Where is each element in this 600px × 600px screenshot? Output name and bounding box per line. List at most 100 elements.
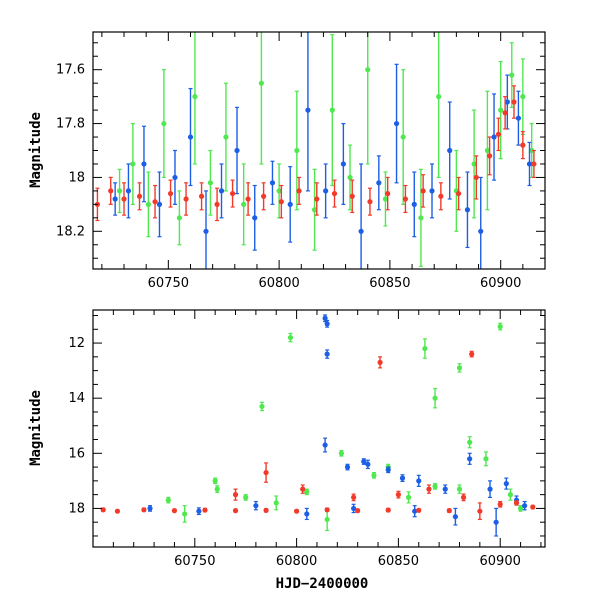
data-point	[203, 228, 209, 234]
top-panel-plot-area: 60750 60800 60850 60900 17.6 17.8 18 18.2	[56, 31, 546, 291]
data-point	[241, 201, 247, 207]
data-point	[324, 321, 330, 327]
data-point	[187, 134, 194, 140]
data-point	[382, 196, 389, 202]
data-point	[130, 161, 136, 167]
top-y-tick-label: 17.8	[56, 117, 85, 132]
data-point	[377, 359, 383, 365]
data-point	[473, 174, 479, 181]
top-panel-ylabel: Magnitude	[28, 112, 44, 188]
data-point	[116, 188, 123, 194]
data-point	[192, 94, 198, 100]
top-series-1	[116, 32, 535, 267]
data-point	[311, 207, 318, 213]
data-point	[416, 507, 422, 513]
bottom-panel-ylabel: Magnitude	[28, 390, 44, 466]
top-y-tick-label: 17.6	[56, 63, 85, 78]
data-point	[416, 478, 422, 484]
data-point	[442, 486, 448, 492]
data-point	[478, 228, 484, 234]
data-point	[365, 67, 371, 73]
data-point	[258, 80, 264, 86]
data-point	[358, 228, 364, 234]
data-point	[108, 188, 114, 194]
data-point	[513, 500, 520, 506]
data-point	[365, 461, 371, 467]
data-point	[324, 507, 330, 513]
bottom-panel-xlabel: HJD−2400000	[276, 576, 369, 592]
data-point	[426, 486, 432, 492]
data-point	[214, 201, 220, 207]
data-point	[314, 196, 320, 202]
data-point	[172, 174, 178, 181]
data-point	[167, 190, 174, 197]
data-point	[446, 508, 452, 514]
data-point	[367, 199, 373, 205]
bottom-x-tick-label: 60750	[174, 554, 215, 569]
data-point	[349, 193, 355, 199]
data-point	[287, 201, 293, 207]
data-point	[304, 489, 310, 495]
data-point	[156, 201, 163, 207]
data-point	[125, 188, 132, 194]
data-point	[497, 501, 503, 507]
data-point	[161, 120, 167, 127]
data-point	[438, 193, 444, 199]
data-point	[294, 147, 300, 154]
bottom-panel-data	[100, 314, 536, 537]
data-point	[121, 196, 127, 202]
data-point	[259, 403, 265, 410]
data-point	[432, 483, 438, 489]
data-point	[147, 505, 153, 512]
data-point	[471, 161, 477, 167]
bottom-x-tick-label: 60800	[276, 554, 317, 569]
data-point	[322, 442, 328, 448]
data-point	[114, 508, 121, 514]
bottom-panel-plot-area: 60750 60800 60850 60900 12 14 16 18	[68, 309, 546, 569]
data-point	[418, 215, 424, 221]
bottom-panel-frame	[92, 309, 546, 548]
data-point	[273, 500, 279, 506]
data-point	[218, 188, 225, 194]
data-point	[152, 199, 158, 205]
data-point	[338, 450, 344, 456]
data-point	[467, 456, 473, 462]
data-point	[456, 486, 463, 492]
data-point	[498, 107, 504, 113]
data-point	[393, 120, 400, 127]
data-point	[526, 161, 533, 167]
data-point	[504, 99, 510, 105]
data-point	[395, 492, 402, 498]
data-point	[183, 196, 189, 202]
data-point	[141, 161, 147, 167]
bottom-panel: 60750 60800 60850 60900 12 14 16 18 Magnitude H…	[28, 309, 546, 592]
data-point	[515, 115, 522, 121]
data-point	[234, 147, 240, 154]
data-point	[305, 107, 311, 113]
data-point	[464, 207, 471, 213]
data-point	[509, 72, 515, 78]
data-point	[531, 161, 537, 167]
bottom-series-3	[100, 350, 536, 521]
data-point	[530, 504, 536, 510]
top-x-tick-label: 60750	[148, 276, 189, 291]
bottom-y-tick-label: 14	[68, 391, 85, 406]
data-point	[452, 514, 459, 520]
data-point	[278, 199, 284, 205]
data-point	[232, 492, 239, 498]
data-point	[429, 188, 435, 194]
data-point	[331, 190, 338, 197]
bottom-y-tick-label: 12	[68, 336, 85, 351]
data-point	[176, 215, 183, 221]
data-point	[198, 193, 205, 199]
data-point	[324, 516, 330, 523]
data-point	[385, 467, 391, 473]
top-series-3	[94, 85, 537, 222]
data-point	[467, 439, 473, 445]
data-point	[507, 492, 513, 498]
top-panel-data	[94, 32, 537, 269]
data-point	[503, 481, 509, 487]
data-point	[460, 494, 467, 500]
